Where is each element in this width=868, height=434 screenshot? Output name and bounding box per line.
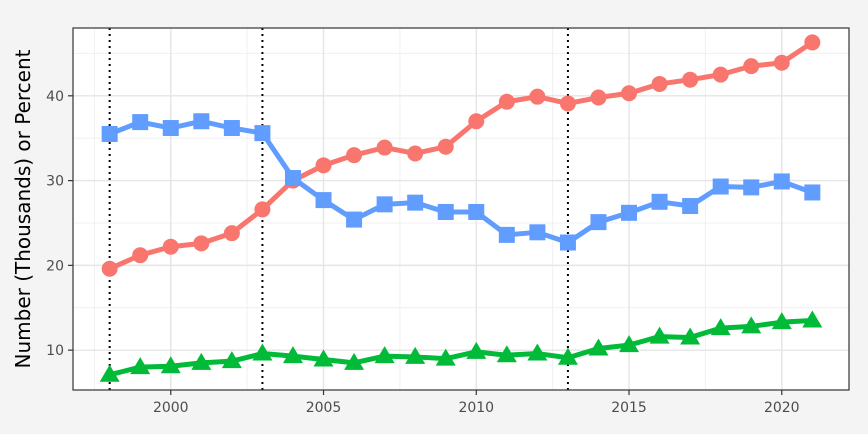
data-point	[651, 193, 668, 210]
data-point	[559, 95, 576, 112]
x-tick-label: 2020	[764, 400, 800, 416]
data-point	[498, 93, 515, 110]
data-point	[405, 346, 426, 364]
y-tick-label: 20	[46, 258, 64, 274]
data-point	[651, 75, 668, 92]
data-point	[160, 356, 181, 374]
data-point	[588, 338, 609, 356]
data-point	[619, 335, 640, 353]
x-axis: 2000 2005 2010 2015 2020	[153, 390, 800, 416]
data-point	[282, 346, 303, 364]
data-point	[132, 114, 149, 131]
data-point	[557, 347, 578, 365]
data-point	[437, 138, 454, 155]
data-point	[680, 327, 701, 345]
grid-minor	[73, 28, 849, 390]
data-point	[101, 260, 118, 277]
data-point	[712, 66, 729, 83]
data-point	[162, 120, 179, 137]
data-point	[621, 204, 638, 221]
data-point	[374, 346, 395, 364]
data-point	[376, 196, 393, 213]
data-point	[712, 178, 729, 195]
data-point	[496, 345, 517, 363]
y-tick-label: 10	[46, 343, 64, 359]
data-point	[466, 341, 487, 359]
data-point	[710, 318, 731, 336]
data-point	[346, 147, 363, 164]
data-point	[559, 234, 576, 251]
data-point	[802, 310, 823, 328]
data-point	[804, 34, 821, 51]
data-point	[743, 58, 760, 75]
data-point	[407, 194, 424, 211]
data-point	[130, 357, 151, 375]
data-point	[407, 145, 424, 162]
data-point	[468, 203, 485, 220]
data-point	[193, 113, 210, 130]
data-point	[313, 349, 334, 367]
data-point	[743, 179, 760, 196]
data-point	[527, 343, 548, 361]
data-point	[254, 201, 271, 218]
data-point	[315, 192, 332, 209]
data-point	[468, 113, 485, 130]
data-point	[590, 89, 607, 106]
x-tick-label: 2005	[306, 400, 342, 416]
y-tick-label: 30	[46, 174, 64, 190]
data-point	[773, 173, 790, 190]
data-point	[741, 316, 762, 334]
data-point	[284, 170, 301, 187]
data-point	[437, 203, 454, 220]
plot-border	[72, 27, 850, 391]
y-tick-label: 40	[46, 89, 64, 105]
y-axis: 10 20 30 40	[46, 89, 73, 359]
x-tick-label: 2010	[458, 400, 494, 416]
data-point	[223, 225, 240, 242]
plot-panel	[73, 28, 849, 390]
data-point	[682, 71, 699, 88]
data-point	[344, 352, 365, 370]
data-point	[498, 226, 515, 243]
data-point	[804, 184, 821, 201]
data-point	[346, 211, 363, 228]
grid-major	[73, 28, 849, 390]
series-markers	[99, 34, 823, 382]
data-point	[223, 120, 240, 137]
data-point	[590, 214, 607, 231]
x-tick-label: 2000	[153, 400, 189, 416]
data-point	[771, 312, 792, 330]
data-point	[376, 139, 393, 156]
data-point	[649, 326, 670, 344]
data-point	[254, 125, 271, 142]
x-tick-label: 2015	[611, 400, 647, 416]
data-point	[99, 364, 120, 382]
data-point	[621, 85, 638, 102]
data-point	[315, 157, 332, 174]
data-point	[162, 238, 179, 255]
data-point	[191, 352, 212, 370]
data-point	[221, 351, 242, 369]
data-point	[193, 235, 210, 252]
data-point	[435, 348, 456, 366]
data-point	[682, 198, 699, 215]
data-point	[773, 54, 790, 71]
data-point	[101, 125, 118, 142]
data-point	[529, 88, 546, 105]
data-point	[252, 343, 273, 361]
y-axis-title: Number (Thousands) or Percent	[11, 49, 35, 368]
data-point	[529, 224, 546, 241]
data-point	[132, 247, 149, 264]
